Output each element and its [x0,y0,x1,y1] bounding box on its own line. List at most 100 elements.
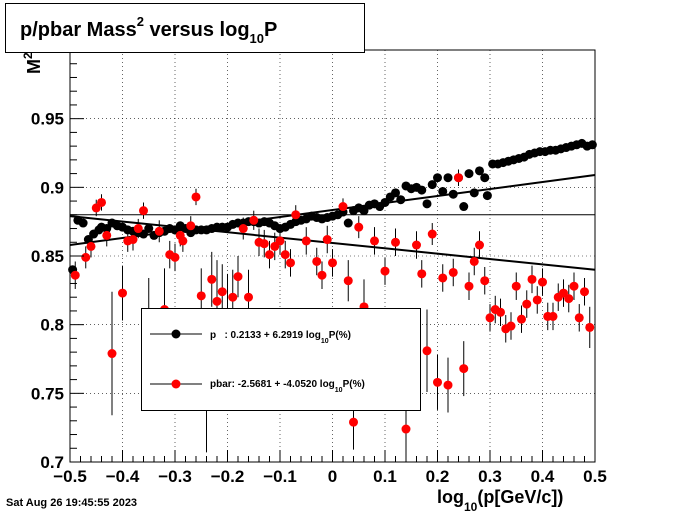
point-pbar [97,197,106,207]
data-points [68,138,597,434]
x-tick-label: 0.5 [583,467,607,486]
x-axis-label: log10(p[GeV/c]) [437,487,563,514]
legend-entry-p: p : 0.2133 + 6.2919 log10P(%) [150,329,351,345]
point-pbar [585,322,595,332]
point-pbar [186,221,196,231]
point-p [480,173,490,183]
point-p [475,166,484,176]
point-pbar [196,291,206,301]
point-p [396,195,406,205]
point-pbar [249,215,259,225]
point-pbar [480,276,490,286]
tick-labels: −0.5 −0.4 −0.3 −0.2 −0.1 0 0.1 0.2 0.3 0.4 0.5 0.7 0… [31,110,607,486]
x-tick-label: −0.2 [211,467,245,486]
point-pbar [527,274,537,284]
point-pbar [228,292,238,302]
point-pbar [233,272,243,282]
point-pbar [433,377,442,387]
title-svg: p/pbar Mass2 versus log10P [20,14,277,46]
point-pbar [511,281,521,291]
x-tick-label: −0.4 [106,467,140,486]
point-p [417,185,427,195]
point-pbar [349,417,358,427]
point-pbar [569,281,579,291]
point-pbar [380,266,390,276]
point-pbar [417,269,427,279]
point-pbar [427,229,437,239]
point-p [482,191,492,201]
x-tick-label: 0.4 [531,467,555,486]
point-pbar [102,230,112,240]
point-pbar [574,313,584,323]
point-pbar [191,192,201,202]
title-box: p/pbar Mass2 versus log10P [5,3,365,53]
y-axis-label: M2 [21,52,44,74]
point-pbar [506,321,516,331]
legend-label-p: p : 0.2133 + 6.2919 log10P(%) [210,330,351,345]
point-pbar [275,236,285,246]
legend: p : 0.2133 + 6.2919 log10P(%) pbar: -2.5… [141,308,421,411]
point-p [459,202,469,212]
timestamp: Sat Aug 26 19:45:55 2023 [6,497,138,509]
y-tick-label: 0.8 [40,316,64,335]
point-p [78,218,88,228]
point-pbar [422,346,432,356]
point-pbar [469,256,479,266]
point-pbar [485,313,495,323]
point-pbar [107,349,117,359]
chart-title: p/pbar Mass2 versus log10P [20,14,277,46]
point-p [464,169,474,179]
point-pbar [454,173,463,183]
x-tick-label: −0.3 [158,467,192,486]
point-pbar [259,239,269,249]
point-pbar [343,276,353,286]
point-pbar [280,250,290,260]
point-p [438,186,448,196]
point-pbar [322,235,332,245]
point-pbar [317,270,327,280]
point-pbar [338,202,348,212]
point-p [144,224,154,234]
point-pbar [548,311,558,321]
point-pbar [312,256,322,266]
point-pbar [564,294,574,304]
point-pbar [178,236,188,246]
y-tick-label: 0.9 [40,178,64,197]
point-pbar [532,295,542,305]
x-tick-label: 0 [328,467,337,486]
y-tick-label: 0.7 [40,453,64,472]
point-pbar [443,380,453,390]
point-pbar [217,287,227,297]
axis-ticks [69,49,596,463]
point-pbar [412,240,421,250]
point-pbar [139,206,148,216]
legend-marker-pbar [171,379,181,389]
point-pbar [522,299,532,309]
y-tick-label: 0.75 [31,384,64,403]
point-pbar [70,270,80,280]
point-pbar [328,258,337,268]
x-tick-label: −0.5 [53,467,87,486]
point-pbar [438,273,448,283]
legend-svg: p : 0.2133 + 6.2919 log10P(%) pbar: -2.5… [150,329,365,394]
point-p [343,218,353,228]
point-p [422,199,432,209]
point-pbar [118,288,127,298]
point-pbar [517,314,526,324]
point-pbar [448,267,458,277]
point-p [469,188,479,198]
point-pbar [391,237,400,247]
point-p [433,173,442,183]
point-pbar [464,281,474,291]
point-pbar [475,240,484,250]
x-tick-label: −0.1 [263,467,297,486]
point-p [443,173,453,183]
point-pbar [291,210,301,220]
point-pbar [354,222,364,232]
y-tick-label: 0.85 [31,247,64,266]
legend-marker-p [171,329,181,339]
point-pbar [459,364,469,374]
point-pbar [133,224,143,234]
point-pbar [238,224,248,234]
